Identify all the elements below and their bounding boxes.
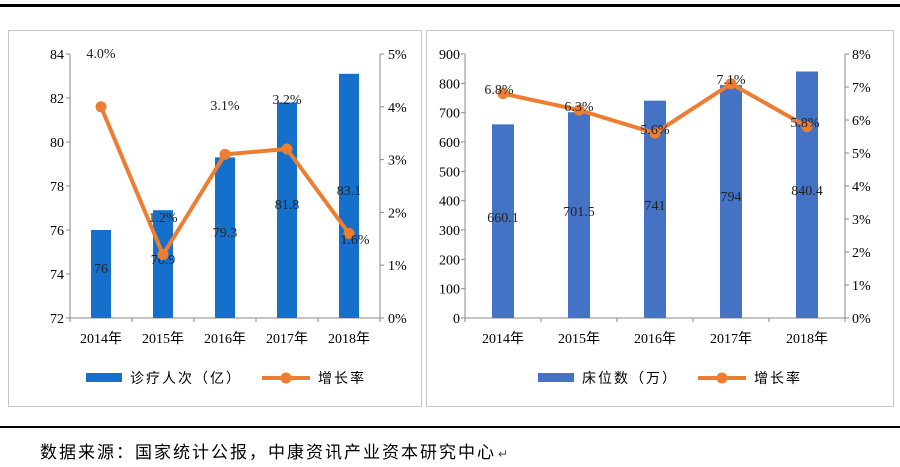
chart2-x-tick-label: 2015年 bbox=[558, 331, 600, 347]
chart2-right-tick-label: 5% bbox=[852, 147, 871, 162]
chart1-left-tick-label: 82 bbox=[50, 92, 64, 107]
chart2-left-tick-label: 300 bbox=[439, 224, 460, 239]
chart2-bar-value-label: 741 bbox=[645, 199, 666, 214]
chart2-x-tick-label: 2016年 bbox=[634, 331, 676, 347]
chart2-growth-point bbox=[649, 127, 661, 139]
chart1-left-tick-label: 72 bbox=[50, 312, 64, 327]
chart1-legend-line-label: 增长率 bbox=[318, 370, 366, 387]
chart1-bar bbox=[153, 210, 173, 318]
chart2-left-tick-label: 500 bbox=[439, 165, 460, 180]
chart2-left-tick-label: 200 bbox=[439, 253, 460, 268]
chart1-left-tick-label: 84 bbox=[50, 48, 64, 63]
chart2-growth-label: 6.3% bbox=[564, 100, 594, 115]
chart2-right-tick-label: 1% bbox=[852, 279, 871, 294]
chart1-bar-value-label: 79.3 bbox=[213, 226, 238, 241]
chart2-left-tick-label: 900 bbox=[439, 48, 460, 63]
chart1-right-tick-label: 5% bbox=[388, 48, 407, 63]
chart1-x-tick-label: 2017年 bbox=[266, 331, 308, 347]
chart1-bar-value-label: 76 bbox=[94, 262, 108, 277]
chart2-growth-label: 6.8% bbox=[484, 83, 514, 98]
chart2-growth-label: 5.8% bbox=[790, 116, 820, 131]
chart1-bar-value-label: 83.1 bbox=[337, 184, 362, 199]
paragraph-mark-icon: ↵ bbox=[498, 447, 511, 461]
chart2-left-tick-label: 800 bbox=[439, 77, 460, 92]
chart1-growth-label: 3.2% bbox=[272, 93, 302, 108]
chart2-growth-label: 7.1% bbox=[716, 73, 746, 88]
chart2-left-tick-label: 400 bbox=[439, 195, 460, 210]
chart1-growth-label: 1.2% bbox=[148, 211, 178, 226]
chart2-left-tick-label: 0 bbox=[453, 312, 460, 327]
chart2-growth-label: 5.6% bbox=[640, 123, 670, 138]
chart1-growth-point bbox=[281, 143, 293, 155]
left-chart-frame bbox=[8, 30, 422, 407]
chart2-legend-line-label: 增长率 bbox=[754, 370, 802, 387]
chart1-bar bbox=[339, 73, 359, 318]
chart2-bar-value-label: 701.5 bbox=[563, 205, 595, 220]
bottom-rule bbox=[0, 426, 900, 428]
chart2-bar bbox=[796, 71, 818, 318]
chart1-left-tick-label: 78 bbox=[50, 180, 64, 195]
chart2-right-tick-label: 6% bbox=[852, 114, 871, 129]
chart1-bar bbox=[215, 157, 235, 318]
chart1-bar-value-label: 81.8 bbox=[275, 198, 300, 213]
chart2-bar-value-label: 660.1 bbox=[487, 211, 519, 226]
chart2-growth-point bbox=[801, 121, 813, 133]
chart1-right-tick-label: 2% bbox=[388, 206, 407, 221]
chart2-growth-point bbox=[497, 88, 509, 100]
chart2-left-tick-label: 700 bbox=[439, 107, 460, 122]
chart1-x-tick-label: 2018年 bbox=[328, 331, 370, 347]
chart2-bar-value-label: 794 bbox=[721, 190, 742, 205]
chart1-legend-bar-label: 诊疗人次（亿） bbox=[130, 371, 242, 387]
chart2-growth-point bbox=[725, 78, 737, 90]
chart2-x-tick-label: 2014年 bbox=[482, 331, 524, 347]
chart1-growth-label: 4.0% bbox=[86, 47, 116, 62]
chart2-x-tick-label: 2017年 bbox=[710, 331, 752, 347]
chart2-growth-point bbox=[573, 104, 585, 116]
chart1-growth-label: 1.6% bbox=[340, 233, 370, 248]
chart2-x-tick-label: 2018年 bbox=[786, 331, 828, 347]
chart1-right-tick-label: 4% bbox=[388, 101, 407, 116]
chart2-legend-bar-swatch bbox=[538, 373, 574, 382]
chart2-legend-line-marker bbox=[716, 372, 728, 384]
chart1-left-tick-label: 74 bbox=[50, 268, 64, 283]
chart1-x-tick-label: 2016年 bbox=[204, 331, 246, 347]
chart2-bar bbox=[644, 100, 666, 318]
chart2-right-tick-label: 2% bbox=[852, 246, 871, 261]
right-chart-frame bbox=[426, 30, 894, 407]
chart1-right-tick-label: 3% bbox=[388, 154, 407, 169]
chart1-x-tick-label: 2015年 bbox=[142, 331, 184, 347]
chart1-right-tick-label: 1% bbox=[388, 259, 407, 274]
source-text: 数据来源：国家统计公报，中康资讯产业资本研究中心 bbox=[40, 443, 496, 463]
top-rule bbox=[0, 4, 900, 7]
chart1-growth-label: 3.1% bbox=[210, 99, 240, 114]
chart1-growth-point bbox=[157, 249, 169, 261]
chart2-left-tick-label: 600 bbox=[439, 136, 460, 151]
chart1-legend-line-marker bbox=[280, 372, 292, 384]
chart1-growth-point bbox=[219, 148, 231, 160]
chart2-bar-value-label: 840.4 bbox=[791, 184, 823, 199]
chart1-legend-bar-swatch bbox=[86, 373, 122, 382]
chart1-bar-value-label: 76.9 bbox=[151, 253, 176, 268]
chart1-bar bbox=[91, 230, 111, 318]
chart2-right-tick-label: 8% bbox=[852, 48, 871, 63]
chart2-right-tick-label: 3% bbox=[852, 213, 871, 228]
chart1-growth-point bbox=[95, 101, 107, 113]
chart2-right-tick-label: 4% bbox=[852, 180, 871, 195]
chart1-growth-point bbox=[343, 228, 355, 240]
chart1-right-tick-label: 0% bbox=[388, 312, 407, 327]
chart2-bar bbox=[568, 112, 590, 318]
chart1-left-tick-label: 80 bbox=[50, 136, 64, 151]
chart2-right-tick-label: 0% bbox=[852, 312, 871, 327]
chart2-bar bbox=[492, 124, 514, 318]
chart1-x-tick-label: 2014年 bbox=[80, 331, 122, 347]
chart2-left-tick-label: 100 bbox=[439, 283, 460, 298]
source-note: 数据来源：国家统计公报，中康资讯产业资本研究中心 ↵ bbox=[40, 438, 510, 463]
chart2-legend-bar-label: 床位数（万） bbox=[582, 371, 678, 387]
chart2-bar bbox=[720, 85, 742, 319]
chart2-right-tick-label: 7% bbox=[852, 81, 871, 96]
chart1-left-tick-label: 76 bbox=[50, 224, 64, 239]
